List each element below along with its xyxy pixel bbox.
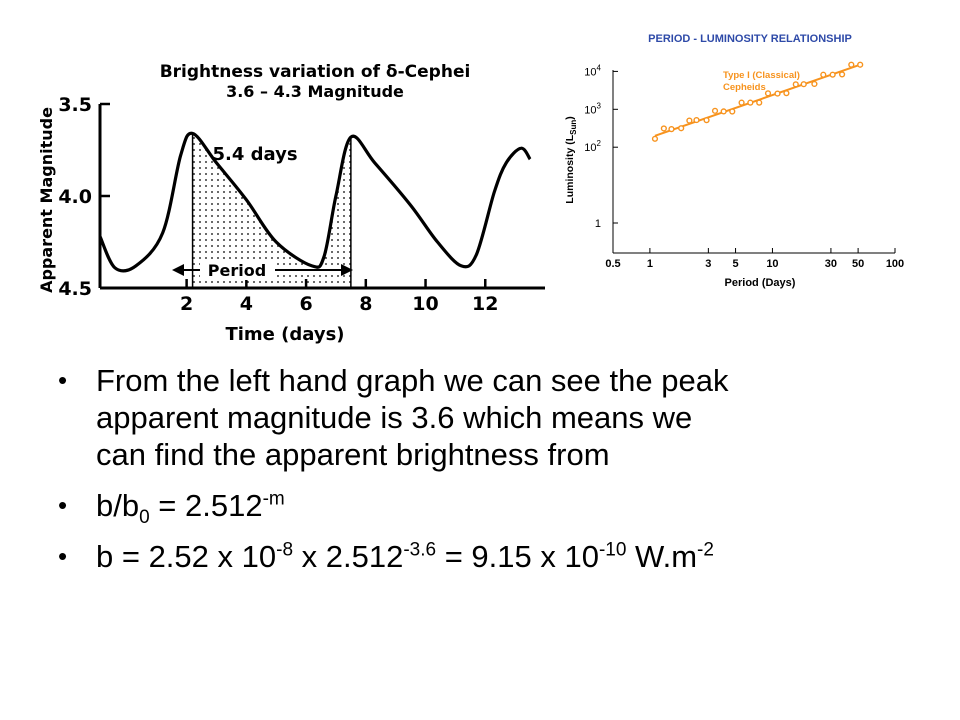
bullet-2-text-b: = 2.512 — [149, 488, 263, 523]
light-curve-x-ticks: 2 4 6 8 10 12 — [180, 279, 498, 315]
bullet-3-exp-b: -3.6 — [403, 539, 437, 561]
pl-data-point — [848, 61, 855, 68]
bullet-3-exp-a: -8 — [276, 539, 294, 561]
pl-data-point — [857, 61, 864, 68]
pl-data-point — [829, 71, 836, 78]
pl-data-point — [660, 125, 667, 132]
light-curve-x-tick-label: 6 — [299, 293, 312, 315]
bullet-1-line-2: apparent magnitude is 3.6 which means we — [96, 400, 693, 435]
light-curve-x-tick-label: 2 — [180, 293, 193, 315]
pl-data-point — [800, 81, 807, 88]
bullet-3-text-d: W.m — [626, 539, 698, 574]
bullet-2: • b/b0 = 2.512-m — [58, 487, 938, 527]
pl-axes — [612, 70, 895, 254]
pl-data-point — [678, 125, 685, 132]
pl-y-tick-label: 103 — [584, 101, 601, 116]
light-curve-line-group — [98, 131, 532, 273]
pl-points — [651, 61, 864, 142]
period-days-annotation: 5.4 days — [212, 144, 297, 165]
light-curve-x-tick-label: 4 — [240, 293, 253, 315]
light-curve-y-ticks: 3.5 4.0 4.5 — [58, 94, 110, 300]
bullet-3-text-b: x 2.512 — [293, 539, 404, 574]
pl-x-ticks: 0.5 1 3 5 10 30 50 100 — [605, 248, 904, 270]
period-label: Period — [208, 261, 266, 280]
bullet-3-dot: • — [58, 541, 68, 571]
light-curve-y-tick-label: 4.5 — [58, 278, 92, 300]
bullet-list: • From the left hand graph we can see th… — [58, 362, 938, 589]
pl-y-ticks: 1 102 103 104 — [584, 63, 618, 230]
pl-data-point — [738, 99, 745, 106]
light-curve-line — [98, 131, 532, 273]
pl-data-point — [764, 90, 772, 97]
pl-ylabel: Luminosity (LSun) — [564, 116, 578, 203]
pl-data-point — [686, 117, 693, 124]
light-curve-title: Brightness variation of δ-Cephei — [160, 62, 471, 82]
bullet-2-superscript: -m — [262, 488, 285, 510]
light-curve-subtitle: 3.6 – 4.3 Magnitude — [226, 82, 404, 101]
pl-data-point — [720, 108, 727, 115]
pl-x-tick-label: 30 — [825, 258, 837, 270]
light-curve-x-tick-label: 12 — [472, 293, 498, 315]
period-shading — [191, 133, 352, 288]
pl-y-tick-label: 104 — [584, 63, 601, 78]
pl-x-tick-label: 10 — [766, 258, 778, 270]
pl-xlabel: Period (Days) — [725, 277, 796, 289]
pl-data-point — [838, 71, 846, 78]
pl-x-tick-label: 3 — [705, 258, 711, 270]
bullet-1: • From the left hand graph we can see th… — [58, 362, 938, 473]
bullet-3-text-c: = 9.15 x 10 — [436, 539, 599, 574]
bullet-1-line-3: can find the apparent brightness from — [96, 437, 610, 472]
pl-data-point — [820, 71, 827, 78]
pl-data-point — [668, 126, 675, 133]
pl-data-point — [756, 99, 763, 106]
pl-y-tick-label: 102 — [584, 139, 601, 154]
pl-legend-label: Type I (Classical) Cepheids — [723, 70, 800, 93]
light-curve-y-tick-label: 4.0 — [58, 186, 92, 208]
pl-x-tick-label: 100 — [886, 258, 904, 270]
pl-x-tick-label: 5 — [732, 258, 738, 270]
bullet-2-dot: • — [58, 490, 68, 520]
pl-data-point — [693, 116, 700, 124]
period-arrow: Period — [172, 260, 353, 280]
pl-data-point — [729, 108, 736, 115]
light-curve-ylabel: Apparent Magnitude — [37, 107, 56, 293]
bullet-2-text-a: b/b — [96, 488, 140, 523]
bullet-1-dot: • — [58, 365, 68, 395]
pl-data-point — [783, 90, 790, 97]
pl-data-point — [792, 81, 799, 88]
light-curve-x-tick-label: 8 — [359, 293, 372, 315]
pl-data-point — [811, 80, 818, 88]
bullet-2-subscript: 0 — [139, 507, 150, 529]
pl-data-point — [747, 99, 754, 106]
period-shaded-area — [192, 133, 351, 288]
light-curve-xlabel: Time (days) — [225, 324, 344, 345]
pl-x-tick-label: 50 — [852, 258, 864, 270]
pl-title: PERIOD - LUMINOSITY RELATIONSHIP — [648, 33, 852, 45]
pl-x-tick-label: 0.5 — [605, 258, 620, 270]
pl-data-point — [651, 135, 659, 142]
bullet-3: • b = 2.52 x 10-8 x 2.512-3.6 = 9.15 x 1… — [58, 538, 938, 575]
bullet-3-exp-c: -10 — [598, 539, 627, 561]
light-curve-y-tick-label: 3.5 — [58, 94, 92, 116]
bullet-3-text-a: b = 2.52 x 10 — [96, 539, 277, 574]
period-luminosity-chart: PERIOD - LUMINOSITY RELATIONSHIP Luminos… — [564, 33, 904, 289]
pl-y-tick-label: 1 — [595, 218, 601, 230]
pl-data-point — [774, 90, 781, 97]
pl-x-tick-label: 1 — [647, 258, 653, 270]
pl-data-point — [703, 117, 710, 124]
bullet-3-exp-d: -2 — [697, 539, 714, 561]
bullet-1-line-1: From the left hand graph we can see the … — [96, 363, 729, 398]
light-curve-chart: Brightness variation of δ-Cephei 3.6 – 4… — [37, 62, 545, 345]
pl-data-point — [711, 107, 719, 114]
light-curve-x-tick-label: 10 — [412, 293, 438, 315]
